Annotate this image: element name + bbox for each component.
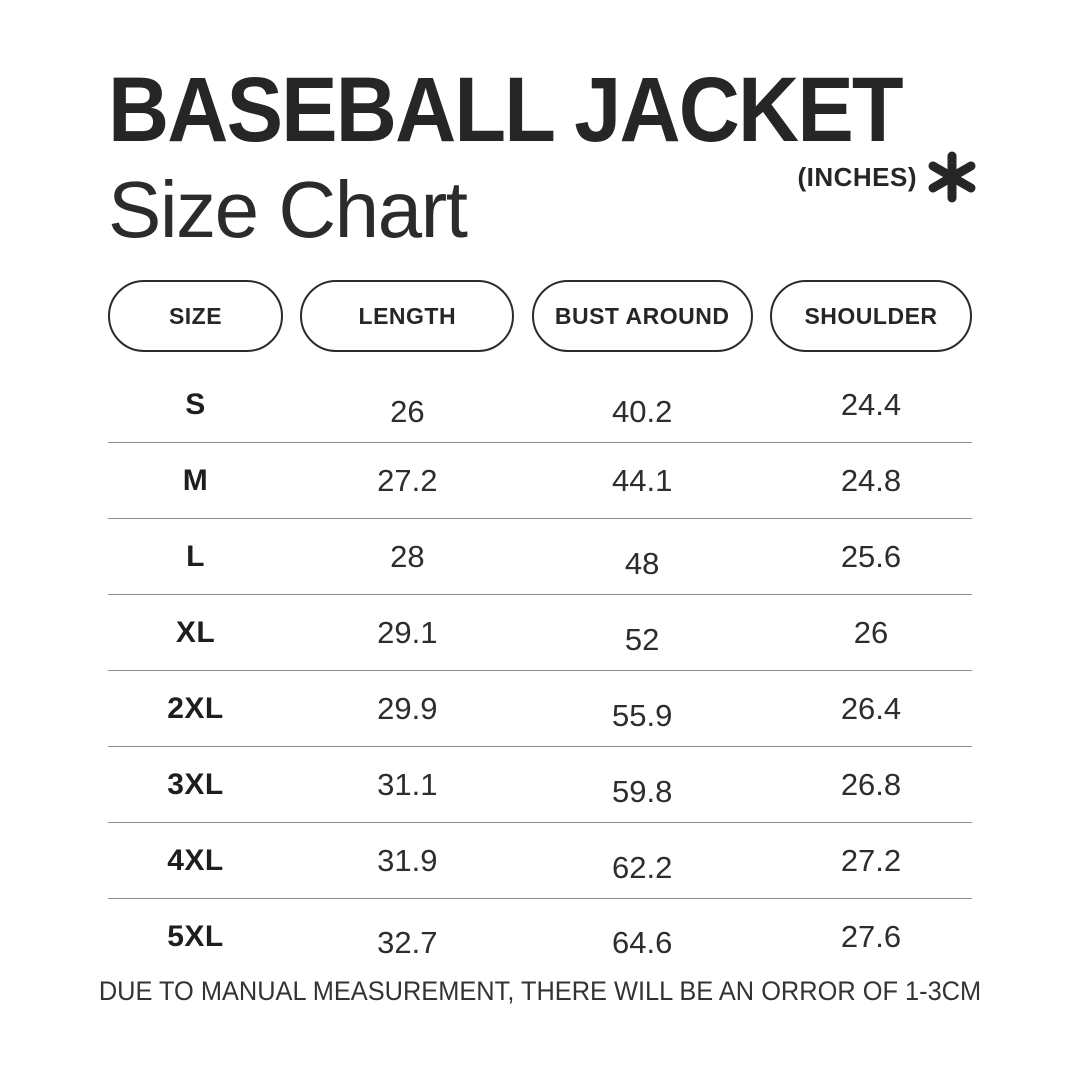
bust-value: 44.1	[611, 463, 673, 498]
table-row: 2XL 29.9 55.9 26.4	[108, 671, 972, 747]
bust-value: 59.8	[611, 774, 673, 809]
asterisk-icon	[928, 151, 976, 203]
length-value: 26	[390, 394, 425, 429]
table-row: 3XL 31.1 59.8 26.8	[108, 747, 972, 823]
size-label: XL	[175, 615, 216, 649]
shoulder-value: 26.4	[840, 691, 902, 726]
unit-note: (INCHES)	[797, 150, 978, 204]
size-label: 2XL	[167, 691, 224, 725]
shoulder-value: 24.8	[840, 463, 902, 498]
length-value: 29.1	[377, 615, 438, 650]
shoulder-value: 24.4	[840, 387, 902, 422]
size-label: S	[185, 387, 206, 421]
size-label: L	[186, 539, 205, 573]
column-header-size: SIZE	[108, 280, 283, 352]
shoulder-value: 25.6	[840, 539, 902, 574]
table-row: 4XL 31.9 62.2 27.2	[108, 823, 972, 899]
table-row: L 28 48 25.6	[108, 519, 972, 595]
length-value: 27.2	[377, 463, 438, 498]
bust-value: 48	[624, 546, 660, 581]
table-row: XL 29.1 52 26	[108, 595, 972, 671]
length-value: 28	[390, 539, 425, 574]
size-label: 4XL	[167, 843, 224, 877]
shoulder-value: 26	[853, 615, 889, 650]
bust-value: 64.6	[611, 925, 673, 960]
column-header-shoulder: SHOULDER	[769, 280, 972, 352]
bust-value: 40.2	[611, 394, 673, 429]
length-value: 32.7	[377, 925, 438, 960]
shoulder-value: 27.6	[840, 919, 902, 954]
table-header-row: SIZE LENGTH BUST AROUND SHOULDER	[108, 280, 972, 352]
shoulder-value: 26.8	[840, 767, 902, 802]
page-subtitle: Size Chart	[108, 165, 468, 254]
bust-value: 52	[624, 622, 660, 657]
shoulder-value: 27.2	[840, 843, 902, 878]
size-table: S 26 40.2 24.4 M 27.2 44.1 24.8 L 28 48 …	[108, 367, 972, 974]
column-header-bust-around: BUST AROUND	[531, 280, 753, 352]
table-row: M 27.2 44.1 24.8	[108, 443, 972, 519]
column-header-length: LENGTH	[300, 280, 515, 352]
measurement-disclaimer: DUE TO MANUAL MEASUREMENT, THERE WILL BE…	[98, 976, 982, 1006]
size-label: 3XL	[167, 767, 224, 801]
unit-label: (INCHES)	[797, 161, 917, 192]
bust-value: 55.9	[611, 698, 673, 733]
size-label: M	[182, 463, 209, 497]
table-row: 5XL 32.7 64.6 27.6	[108, 899, 972, 974]
bust-value: 62.2	[611, 850, 673, 885]
length-value: 31.1	[377, 767, 438, 802]
table-row: S 26 40.2 24.4	[108, 367, 972, 443]
length-value: 31.9	[377, 843, 438, 878]
length-value: 29.9	[377, 691, 438, 726]
page-title: BASEBALL JACKET	[108, 59, 904, 161]
size-label: 5XL	[167, 919, 224, 953]
